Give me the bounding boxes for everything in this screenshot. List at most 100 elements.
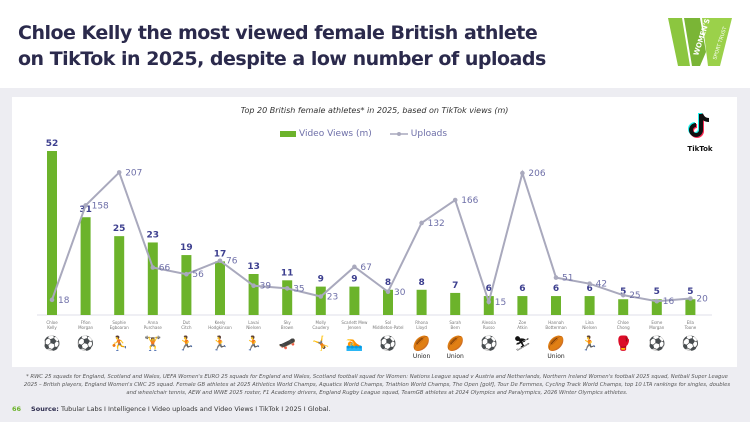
uploads-point [352, 264, 357, 270]
uploads-value-label: 18 [58, 296, 70, 306]
x-tick-label: Brown [281, 325, 294, 330]
uploads-point [318, 294, 324, 299]
page-number: 66 [12, 405, 22, 413]
sport-icon-netball: ⛹ [110, 334, 127, 352]
uploads-point [251, 283, 256, 288]
title-line-1: Chloe Kelly the most viewed female Briti… [18, 22, 538, 44]
source-line: 66 Source: Tubular Labs I Intelligence I … [12, 405, 331, 413]
tiktok-icon [688, 113, 710, 138]
x-tick-label: Chong [617, 325, 630, 330]
uploads-value-label: 67 [360, 263, 371, 273]
uploads-value-label: 207 [125, 168, 142, 178]
x-tick-label: Anna [148, 320, 159, 325]
title-line-2: on TikTok in 2025, despite a low number … [18, 48, 546, 70]
sport-icon-rugby: 🏉 [412, 334, 431, 352]
uploads-value-label: 35 [293, 284, 304, 294]
x-tick-label: Ella [687, 320, 695, 325]
union-caption: Union [447, 353, 465, 360]
bar-1 [47, 151, 57, 315]
bar-value-label: 25 [113, 224, 126, 234]
uploads-value-label: 56 [192, 270, 204, 280]
sport-icon-running: 🏃 [581, 335, 598, 352]
bar-17 [584, 296, 595, 315]
union-caption: Union [547, 353, 565, 360]
bar-4 [147, 242, 158, 315]
uploads-point [385, 289, 391, 295]
x-tick-label: Esme [651, 320, 663, 325]
bar-value-label: 17 [214, 249, 227, 259]
bar-value-label: 6 [586, 284, 592, 294]
uploads-point [116, 170, 122, 175]
uploads-point [184, 271, 189, 277]
legend-item-views: Video Views (m) [280, 129, 372, 139]
legend-label-uploads: Uploads [410, 129, 448, 139]
sport-icon-football: ⚽ [647, 335, 665, 352]
uploads-value-label: 20 [696, 295, 708, 305]
x-tick-label: Sarah [449, 320, 461, 325]
x-tick-label: Russo [483, 325, 495, 330]
bar-value-label: 6 [486, 284, 492, 294]
bar-15 [517, 296, 528, 315]
uploads-value-label: 166 [461, 196, 478, 206]
bar-14 [483, 296, 494, 315]
bar-value-label: 31 [79, 205, 92, 215]
sport-icon-football: ⚽ [42, 335, 60, 352]
sport-icon-skateboard: 🛹 [278, 336, 296, 352]
uploads-value-label: 42 [596, 280, 607, 290]
x-tick-label: Alessia [482, 320, 497, 325]
uploads-value-label: 25 [629, 291, 640, 301]
sport-icon-running: 🏃 [211, 335, 228, 352]
x-tick-label: Morgan [649, 325, 664, 330]
uploads-value-label: 66 [159, 263, 171, 273]
uploads-point [284, 286, 290, 291]
uploads-value-label: 39 [260, 282, 272, 292]
x-tick-label: Bern [451, 325, 461, 330]
x-tick-label: Purchase [144, 325, 163, 330]
bar-value-label: 6 [519, 284, 525, 294]
x-tick-label: Dut [183, 320, 191, 325]
x-tick-label: Sky [284, 320, 292, 325]
x-tick-label: Nielsen [582, 325, 597, 330]
uploads-point [553, 275, 559, 280]
sport-icon-football: ⚽ [681, 335, 699, 352]
x-tick-label: Lavai [248, 320, 259, 325]
uploads-point [620, 292, 626, 298]
footnote: * RWC 25 squads for England, Scotland an… [23, 374, 731, 396]
legend-item-uploads: Uploads [389, 129, 448, 139]
header: Chloe Kelly the most viewed female Briti… [0, 0, 750, 88]
source-label: Source: [31, 405, 59, 413]
sport-icon-skiing: ⛷ [514, 336, 532, 352]
bar-value-label: 7 [452, 281, 458, 291]
sport-icon-rugby: 🏉 [546, 334, 565, 352]
sport-icon-football: ⚽ [479, 335, 497, 352]
tiktok-logo: TikTok [680, 111, 720, 155]
x-tick-label: Lloyd [416, 325, 427, 330]
uploads-line [51, 169, 691, 306]
bar-13 [450, 292, 461, 315]
bar-value-label: 5 [687, 287, 693, 297]
sport-icon-football: ⚽ [378, 335, 396, 352]
bar-19 [651, 299, 662, 315]
womens-sport-trust-logo: WOMEN'S SPORT TRUST [668, 18, 732, 66]
uploads-point [49, 297, 55, 303]
uploads-point [419, 220, 424, 226]
union-caption: Union [413, 353, 431, 360]
legend-swatch-line [389, 132, 408, 136]
x-tick-label: Sol [385, 320, 391, 325]
bar-16 [551, 296, 561, 315]
bar-3 [114, 236, 125, 315]
x-tick-label: Keely [215, 320, 226, 325]
uploads-value-label: 16 [663, 297, 675, 307]
tiktok-label: TikTok [687, 145, 713, 153]
uploads-point [520, 170, 525, 176]
sport-icon-swimming: 🏊 [346, 336, 363, 352]
sport-icon-pole-vault: 🤸 [312, 335, 329, 352]
uploads-point [217, 258, 223, 264]
sport-icon-running: 🏃 [245, 335, 262, 352]
bar-8 [282, 280, 293, 315]
uploads-value-label: 51 [562, 274, 573, 284]
bar-value-label: 8 [418, 278, 424, 288]
bar-9 [315, 286, 326, 315]
sport-icon-wrestling: 🥊 [614, 335, 631, 352]
